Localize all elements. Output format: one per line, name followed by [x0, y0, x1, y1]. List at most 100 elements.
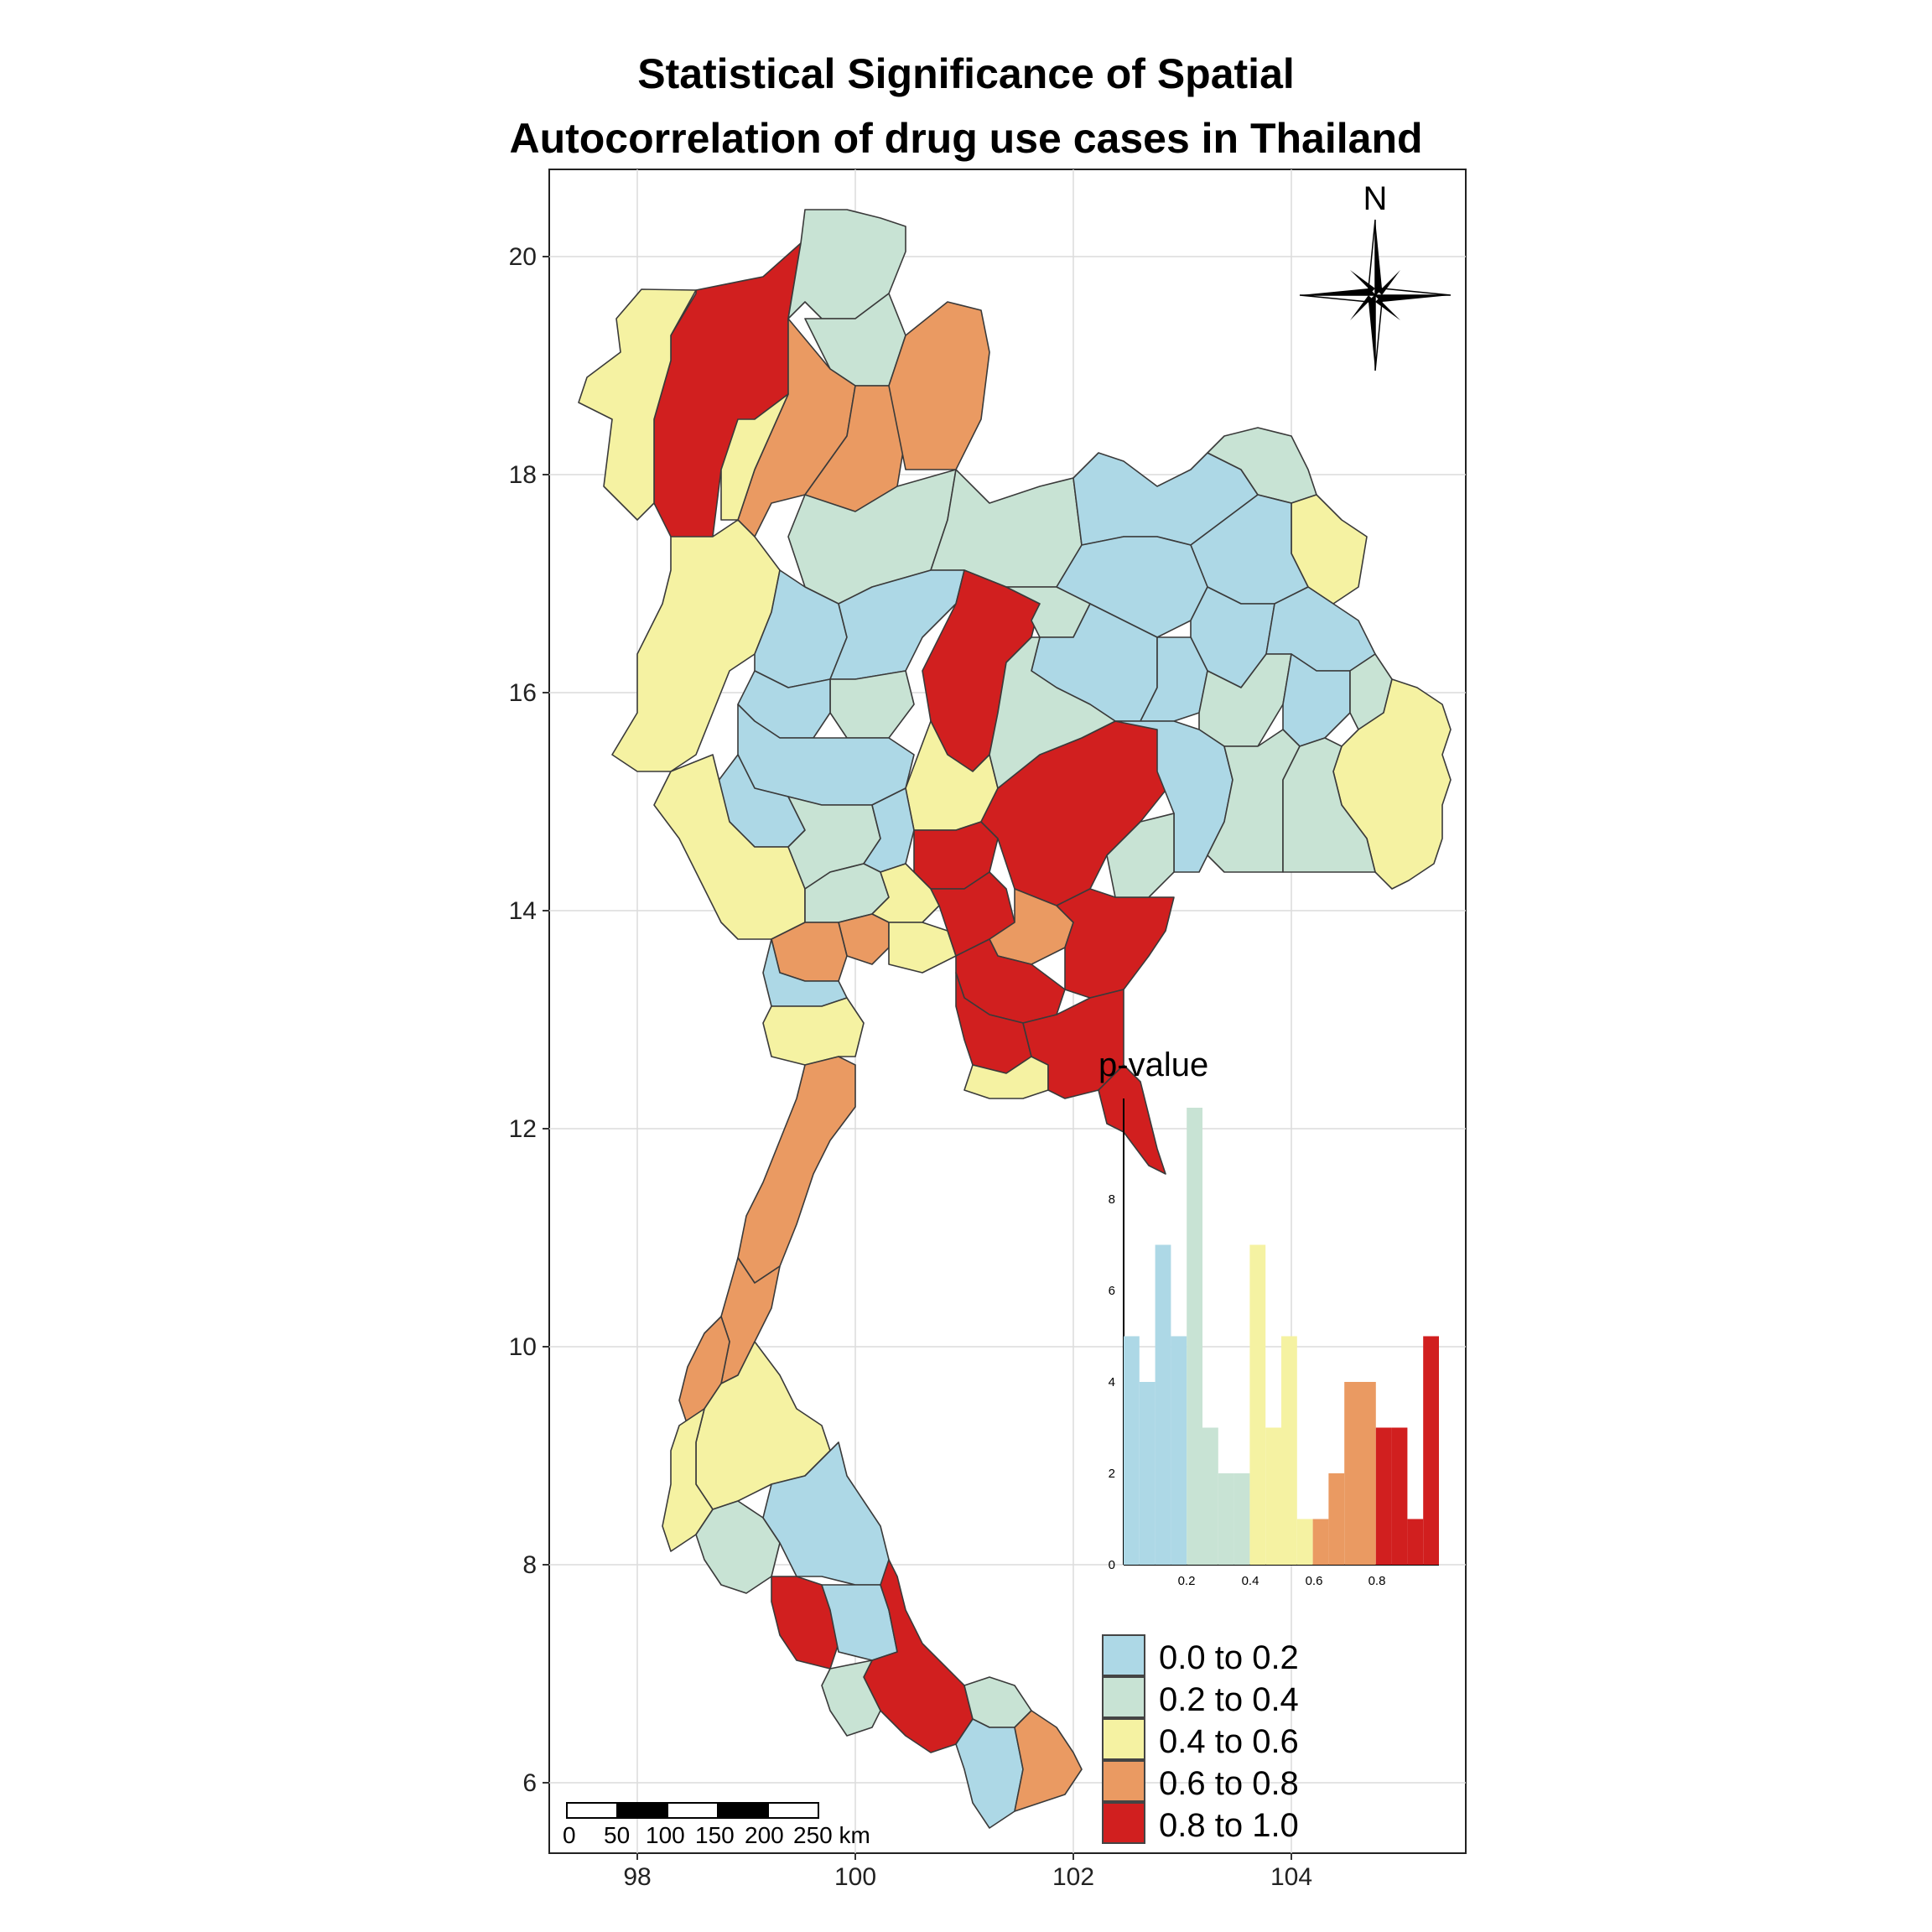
legend-swatch	[1102, 1802, 1145, 1844]
hist-bar	[1265, 1427, 1281, 1565]
scale-bar-segment	[566, 1802, 618, 1819]
hist-y-tick-label: 6	[1109, 1284, 1115, 1298]
hist-bar	[1407, 1519, 1424, 1565]
hist-bar	[1249, 1244, 1266, 1565]
province-roi-et[interactable]	[1198, 653, 1292, 747]
scale-label: 200	[745, 1822, 784, 1848]
legend: 0.0 to 0.2 0.2 to 0.4 0.4 to 0.6 0.6 to …	[1102, 1634, 1299, 1844]
hist-x-tick-label: 0.8	[1368, 1574, 1386, 1588]
hist-y-tick-label: 0	[1109, 1558, 1115, 1572]
province-kanchanaburi[interactable]	[653, 754, 806, 940]
hist-bar	[1124, 1336, 1140, 1565]
province-bueng-kan[interactable]	[1207, 427, 1317, 504]
province-phichit[interactable]	[829, 670, 915, 739]
province-mae-hong-son[interactable]	[578, 288, 697, 521]
y-tick-label: 6	[522, 1769, 537, 1797]
province-nan[interactable]	[888, 301, 990, 470]
province-sisaket[interactable]	[1282, 737, 1376, 873]
y-tick-label: 18	[509, 461, 537, 489]
legend-label: 0.4 to 0.6	[1159, 1723, 1299, 1760]
hist-bar	[1391, 1427, 1408, 1565]
province-lamphun[interactable]	[720, 393, 789, 521]
hist-bar	[1233, 1473, 1250, 1565]
scale-bar-segment	[767, 1802, 819, 1819]
scale-label: 100	[646, 1822, 685, 1848]
legend-label: 0.6 to 0.8	[1159, 1765, 1299, 1802]
scale-label: 250 km	[793, 1822, 870, 1848]
legend-label: 0.8 to 1.0	[1159, 1807, 1299, 1844]
scale-label: 50	[604, 1822, 630, 1848]
legend-swatch	[1102, 1760, 1145, 1802]
hist-bar	[1187, 1108, 1202, 1565]
y-tick-label: 10	[509, 1333, 537, 1361]
hist-bar	[1312, 1519, 1329, 1565]
hist-bar	[1155, 1244, 1171, 1565]
province-maha-sarakham[interactable]	[1140, 636, 1208, 722]
hist-x-tick-label: 0.4	[1242, 1574, 1259, 1588]
hist-y-ticks: 0 2 4 6 8	[1109, 1192, 1115, 1572]
scale-label: 150	[695, 1822, 735, 1848]
hist-bar	[1171, 1336, 1187, 1565]
hist-bar	[1344, 1382, 1360, 1565]
legend-title: p-value	[1098, 1046, 1208, 1083]
scale-label: 0	[563, 1822, 576, 1848]
scale-bar-segment	[667, 1802, 719, 1819]
hist-bar	[1202, 1427, 1218, 1565]
legend-swatch	[1102, 1718, 1145, 1760]
y-tick-label: 14	[509, 897, 537, 925]
x-tick-label: 100	[834, 1863, 876, 1891]
province-satun[interactable]	[821, 1659, 881, 1737]
hist-bar	[1423, 1336, 1439, 1565]
y-tick-label: 8	[522, 1551, 537, 1579]
province-narathiwat[interactable]	[1014, 1710, 1083, 1812]
province-chiang-rai[interactable]	[787, 209, 906, 319]
hist-x-tick-label: 0.6	[1306, 1574, 1323, 1588]
hist-x-tick-label: 0.2	[1178, 1574, 1196, 1588]
hist-x-ticks: 0.2 0.4 0.6 0.8	[1178, 1574, 1386, 1588]
hist-y-tick-label: 8	[1109, 1192, 1115, 1207]
hist-bar	[1281, 1336, 1297, 1565]
x-tick-label: 102	[1052, 1863, 1094, 1891]
compass-rose-icon	[1299, 219, 1452, 371]
hist-bars	[1124, 1108, 1439, 1565]
hist-y-tick-label: 4	[1109, 1375, 1115, 1389]
x-tick-label: 104	[1270, 1863, 1312, 1891]
province-ayutthaya[interactable]	[871, 863, 940, 923]
province-phitsanulok[interactable]	[829, 569, 965, 680]
province-bangkok[interactable]	[888, 922, 957, 974]
province-buriram-south[interactable]	[1106, 813, 1175, 898]
legend-swatch	[1102, 1676, 1145, 1718]
legend-label: 0.0 to 0.2	[1159, 1639, 1299, 1676]
province-tak[interactable]	[611, 519, 781, 772]
x-axis-labels: 98 100 102 104	[623, 1863, 1312, 1891]
scale-bar: 0 50 100 150 200 250 km	[563, 1802, 870, 1848]
hist-bar	[1375, 1427, 1392, 1565]
province-trang[interactable]	[771, 1576, 839, 1670]
y-tick-label: 16	[509, 679, 537, 707]
scale-bar-segment	[616, 1802, 668, 1819]
y-tick-label: 20	[509, 243, 537, 271]
north-arrow-label: N	[1363, 180, 1388, 217]
hist-y-tick-label: 2	[1109, 1467, 1115, 1481]
province-trat[interactable]	[1098, 1064, 1166, 1175]
north-arrow: N	[1299, 180, 1452, 371]
y-axis-labels: 20 18 16 14 12 10 8 6	[509, 243, 537, 1797]
histogram-inset: p-value 0 2 4 6 8 0.2 0.4 0.6 0.8	[1098, 1046, 1439, 1588]
hist-bar	[1218, 1473, 1234, 1565]
map-title-line1: Statistical Significance of Spatial	[637, 50, 1295, 97]
legend-swatch	[1102, 1634, 1145, 1676]
hist-bar	[1360, 1382, 1376, 1565]
province-krabi[interactable]	[695, 1500, 781, 1594]
province-phetchaburi[interactable]	[762, 997, 865, 1066]
hist-bar	[1328, 1473, 1345, 1565]
hist-bar	[1139, 1382, 1156, 1565]
axis-tick-marks	[543, 256, 1292, 1860]
hist-bar	[1296, 1519, 1313, 1565]
legend-label: 0.2 to 0.4	[1159, 1681, 1299, 1718]
scale-bar-segment	[717, 1802, 769, 1819]
province-layer	[578, 209, 1452, 1829]
map-title-line2: Autocorrelation of drug use cases in Tha…	[509, 115, 1422, 162]
y-tick-label: 12	[509, 1115, 537, 1143]
x-tick-label: 98	[623, 1863, 651, 1891]
